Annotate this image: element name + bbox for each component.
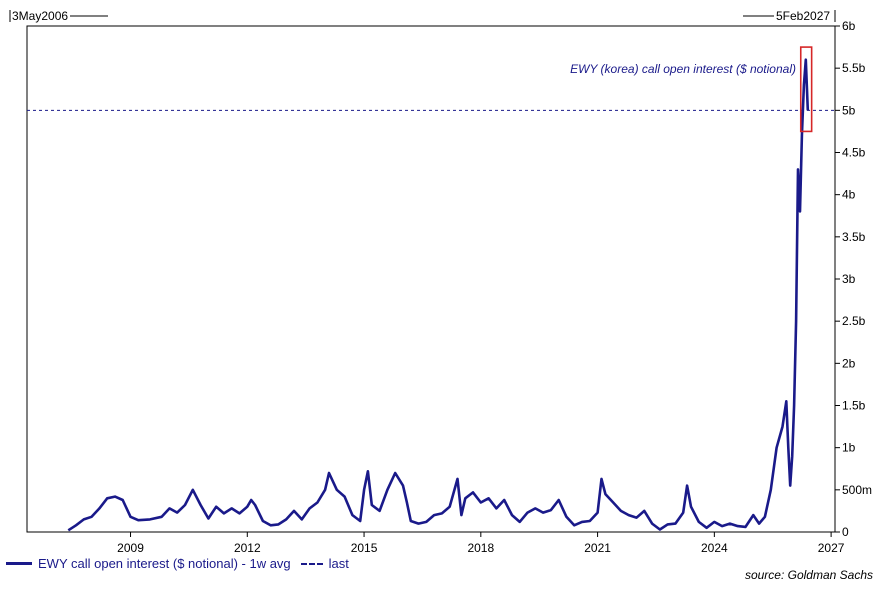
legend-series-label: EWY call open interest ($ notional) - 1w… xyxy=(38,556,291,571)
legend-series-swatch xyxy=(6,562,32,565)
range-start-label: 3May2006 xyxy=(12,9,68,23)
source-note: source: Goldman Sachs xyxy=(744,568,873,582)
y-tick-label: 3b xyxy=(842,272,856,286)
x-tick-label: 2021 xyxy=(584,541,611,555)
highlight-rect xyxy=(799,46,813,133)
x-tick-label: 2015 xyxy=(351,541,378,555)
y-tick-label: 1.5b xyxy=(842,399,866,413)
x-tick-label: 2027 xyxy=(818,541,845,555)
range-end-label: 5Feb2027 xyxy=(776,9,830,23)
y-tick-label: 500m xyxy=(842,483,872,497)
highlight-box xyxy=(799,46,813,133)
range-start-marker: 3May2006 xyxy=(9,9,108,23)
y-tick-label: 2b xyxy=(842,356,856,370)
plot-area xyxy=(26,25,836,533)
y-tick-label: 4.5b xyxy=(842,146,866,160)
y-tick-label: 6b xyxy=(842,19,856,33)
y-tick-label: 3.5b xyxy=(842,230,866,244)
y-tick-label: 5.5b xyxy=(842,61,866,75)
x-tick-label: 2009 xyxy=(117,541,144,555)
x-axis: 2009 2012 2015 2018 2021 2024 2027 xyxy=(117,532,845,555)
legend-last-label: last xyxy=(328,556,349,571)
y-axis: 0 500m 1b 1.5b 2b 2.5b 3b 3.5b 4b 4.5b 5b 5.5b 6b xyxy=(835,19,872,539)
x-tick-label: 2024 xyxy=(701,541,728,555)
y-tick-label: 0 xyxy=(842,525,849,539)
range-end-marker: 5Feb2027 xyxy=(743,9,836,23)
chart-annotation: EWY (korea) call open interest ($ notion… xyxy=(570,62,796,76)
series-lines xyxy=(67,58,810,532)
x-tick-label: 2012 xyxy=(234,541,261,555)
x-tick-label: 2018 xyxy=(467,541,494,555)
series-line xyxy=(67,58,810,532)
legend: EWY call open interest ($ notional) - 1w… xyxy=(6,556,349,571)
y-tick-label: 1b xyxy=(842,441,856,455)
legend-last-swatch xyxy=(300,562,323,565)
y-tick-label: 5b xyxy=(842,103,856,117)
y-tick-label: 4b xyxy=(842,188,856,202)
y-tick-label: 2.5b xyxy=(842,314,866,328)
